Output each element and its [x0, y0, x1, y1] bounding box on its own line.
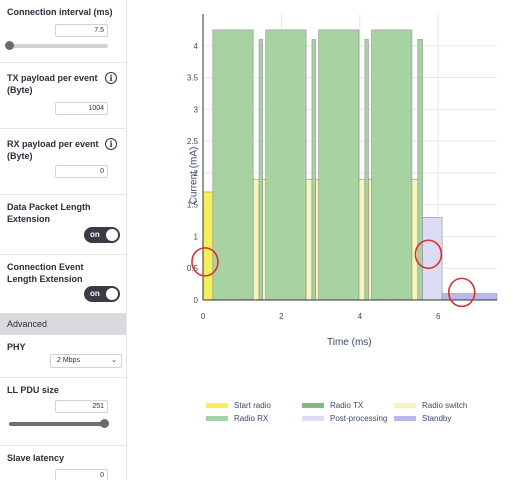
legend-label: Standby — [422, 414, 452, 423]
y-tick-label: 0 — [194, 296, 199, 305]
cele-label: Connection Event Length Extension — [7, 261, 84, 285]
y-tick-label: 1 — [194, 232, 199, 241]
y-tick-label: 4 — [194, 42, 199, 51]
tx-payload-label: TX payload per event (Byte) — [7, 72, 98, 96]
radio-switch-bar — [262, 178, 267, 301]
rx-payload-label-line1: RX payload per event — [7, 139, 99, 149]
radio-tx-bar — [212, 29, 254, 301]
connection-interval-slider[interactable] — [5, 41, 108, 50]
ll-pdu-input[interactable]: 251 — [55, 400, 108, 413]
x-tick-label: 6 — [436, 312, 441, 321]
radio-tx-bar — [371, 29, 413, 301]
cele-section: Connection Event Length Extension on — [0, 254, 126, 313]
settings-sidebar: Connection interval (ms) 7.5 TX payload … — [0, 0, 127, 480]
legend-swatch — [394, 403, 416, 408]
toggle-knob — [106, 288, 118, 300]
x-axis-label: Time (ms) — [327, 337, 372, 348]
x-tick-label: 2 — [279, 312, 284, 321]
y-tick-label: 1.5 — [187, 201, 199, 210]
info-icon[interactable]: i — [105, 138, 117, 150]
ll-pdu-section: LL PDU size 251 — [0, 377, 126, 446]
slider-fill — [9, 422, 104, 426]
tx-payload-label-line2: (Byte) — [7, 85, 33, 95]
rx-payload-label: RX payload per event (Byte) — [7, 138, 99, 162]
radio-switch-bar — [305, 178, 313, 301]
legend-label: Start radio — [234, 401, 271, 410]
rx-payload-label-line2: (Byte) — [7, 151, 33, 161]
tx-payload-section: TX payload per event (Byte) i 1004 — [0, 62, 126, 129]
tx-payload-input[interactable]: 1004 — [55, 102, 108, 115]
legend-label: Radio switch — [422, 401, 468, 410]
radio-switch-bar — [411, 178, 419, 301]
toggle-knob — [106, 229, 118, 241]
phy-section: PHY — [0, 335, 126, 378]
start-radio-bar — [202, 191, 214, 301]
radio-switch-bar — [252, 178, 260, 301]
radio-tx-bar — [265, 29, 307, 301]
highlight-circle — [447, 277, 476, 308]
slider-knob[interactable] — [100, 419, 109, 428]
toggle-label: on — [90, 230, 100, 239]
advanced-section-header[interactable]: Advanced — [0, 313, 126, 335]
info-icon[interactable]: i — [105, 72, 117, 84]
phy-select[interactable]: 2 Mbps ⌄ — [50, 354, 122, 368]
radio-rx-bar — [364, 39, 369, 301]
y-tick-label: 2.5 — [187, 137, 199, 146]
rx-payload-section: RX payload per event (Byte) i 0 — [0, 128, 126, 195]
highlight-circle — [191, 247, 219, 277]
legend-label: Post-processing — [330, 414, 388, 423]
legend-label: Radio RX — [234, 414, 269, 423]
x-tick-label: 4 — [358, 312, 363, 321]
x-tick-label: 0 — [201, 312, 206, 321]
ll-pdu-slider[interactable] — [9, 419, 109, 428]
post-processing-bar — [422, 217, 443, 301]
legend-swatch — [394, 416, 416, 421]
highlight-circle — [414, 239, 443, 270]
slider-knob[interactable] — [5, 41, 14, 50]
dple-toggle[interactable]: on — [84, 227, 120, 243]
connection-interval-input[interactable]: 7.5 — [55, 24, 108, 37]
toggle-label: on — [90, 289, 100, 298]
slave-latency-label: Slave latency — [7, 453, 65, 463]
y-tick-label: 3.5 — [187, 74, 199, 83]
legend-swatch — [302, 416, 324, 421]
advanced-label: Advanced — [7, 319, 48, 329]
dple-label-line1: Data Packet Length — [7, 202, 91, 212]
connection-interval-section: Connection interval (ms) 7.5 — [0, 0, 126, 63]
phy-label: PHY — [7, 342, 26, 352]
dple-label: Data Packet Length Extension — [7, 201, 91, 225]
phy-selected-value: 2 Mbps — [57, 357, 80, 364]
slave-latency-section: Slave latency 0 — [0, 445, 126, 480]
rx-payload-input[interactable]: 0 — [55, 165, 108, 178]
legend-label: Radio TX — [330, 401, 364, 410]
slave-latency-input[interactable]: 0 — [55, 469, 108, 480]
cele-label-line1: Connection Event — [7, 262, 84, 272]
dple-label-line2: Extension — [7, 214, 51, 224]
y-tick-label: 2 — [194, 169, 199, 178]
ll-pdu-label: LL PDU size — [7, 385, 59, 395]
radio-rx-bar — [311, 39, 316, 301]
radio-tx-bar — [318, 29, 360, 301]
radio-switch-bar — [368, 178, 372, 301]
chevron-down-icon: ⌄ — [111, 357, 117, 364]
dple-section: Data Packet Length Extension on — [0, 194, 126, 255]
tx-payload-label-line1: TX payload per event — [7, 73, 98, 83]
radio-rx-bar — [417, 39, 423, 301]
cele-label-line2: Length Extension — [7, 274, 83, 284]
legend-swatch — [206, 403, 228, 408]
radio-switch-bar — [358, 178, 366, 301]
legend-swatch — [302, 403, 324, 408]
radio-switch-bar — [315, 178, 319, 301]
radio-rx-bar — [258, 39, 263, 301]
y-tick-label: 3 — [194, 105, 199, 114]
connection-interval-label: Connection interval (ms) — [7, 7, 113, 17]
y-axis-label: Current (mA) — [188, 146, 200, 205]
cele-toggle[interactable]: on — [84, 286, 120, 302]
legend-swatch — [206, 416, 228, 421]
